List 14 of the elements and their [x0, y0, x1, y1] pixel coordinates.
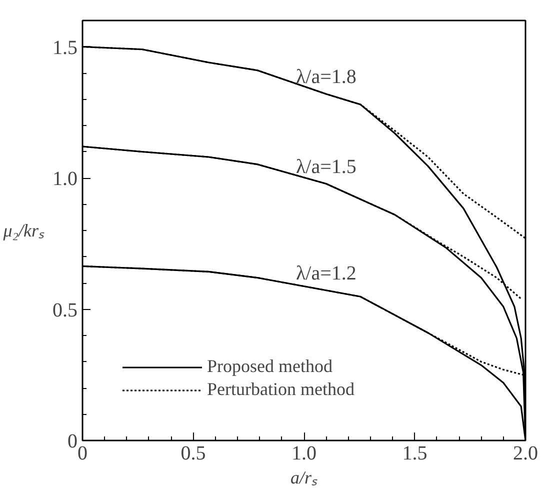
x-axis-title: a/rₛ — [290, 468, 318, 488]
x-tick-label: 0.5 — [180, 442, 206, 464]
x-tick-label: 1.0 — [292, 442, 316, 464]
legend-label: Perturbation method — [207, 379, 354, 400]
x-tick-label: 1.5 — [402, 442, 428, 464]
y-tick-label: 1.5 — [52, 36, 78, 59]
y-tick-label: 0.5 — [52, 299, 78, 322]
y-tick-label: 1.0 — [52, 168, 78, 190]
annotation: λ/a=1.5 — [296, 156, 356, 178]
legend-label: Proposed method — [207, 356, 332, 377]
x-tick-label: 2.0 — [513, 442, 538, 464]
y-axis-title: μ₂/krₛ — [2, 220, 45, 240]
annotation: λ/a=1.2 — [296, 262, 356, 284]
annotation: λ/a=1.8 — [296, 66, 356, 88]
